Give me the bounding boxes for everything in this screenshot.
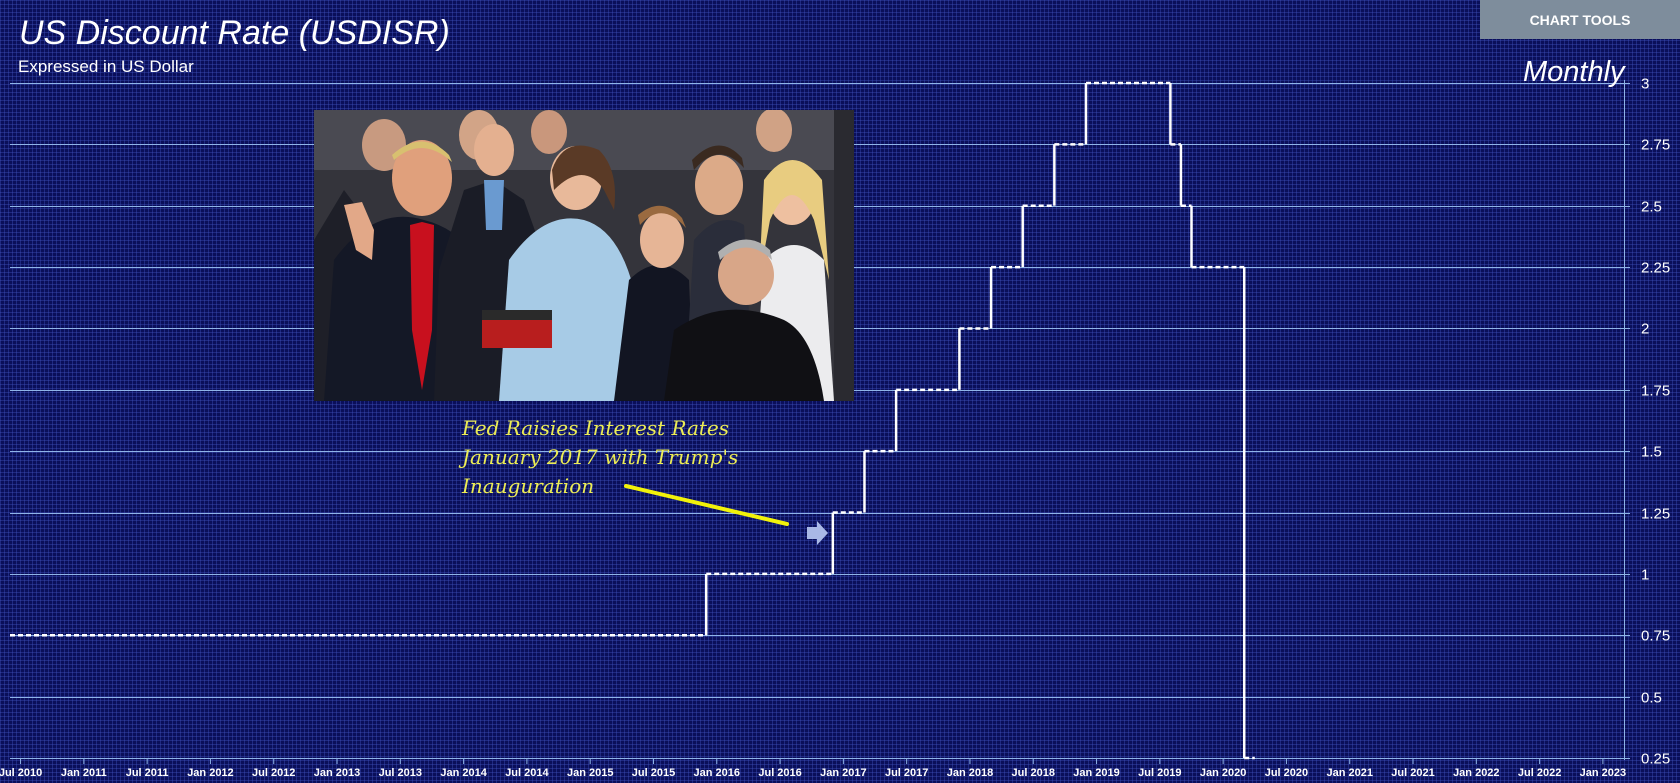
x-tick-label: Jul 2010 — [0, 767, 42, 779]
x-tick-label: Jan 2013 — [314, 767, 360, 779]
x-tick-label: Jul 2018 — [1012, 767, 1055, 779]
x-tick-label: Jul 2016 — [758, 767, 801, 779]
y-tick-label: 3 — [1641, 76, 1649, 93]
annotation-line-3: Inauguration — [462, 474, 595, 498]
chart-tools-button[interactable]: CHART TOOLS — [1480, 0, 1680, 39]
x-tick-label: Jan 2023 — [1580, 767, 1626, 779]
x-tick-label: Jul 2017 — [885, 767, 928, 779]
y-tick-label: 1.75 — [1641, 383, 1670, 400]
x-tick-label: Jan 2015 — [567, 767, 613, 779]
y-tick-label: 0.5 — [1641, 690, 1662, 707]
x-tick-label: Jan 2017 — [820, 767, 866, 779]
x-tick-label: Jul 2015 — [632, 767, 675, 779]
y-tick-label: 2.75 — [1641, 137, 1670, 154]
y-tick-label: 0.25 — [1641, 751, 1670, 768]
y-tick-label: 1 — [1641, 567, 1649, 584]
x-tick-label: Jul 2021 — [1391, 767, 1434, 779]
annotation-text: Fed Raisies Interest Rates January 2017 … — [462, 414, 782, 501]
x-tick-label: Jul 2013 — [379, 767, 422, 779]
y-tick-label: 2.25 — [1641, 260, 1670, 277]
x-tick-label: Jul 2012 — [252, 767, 295, 779]
x-tick-label: Jul 2014 — [505, 767, 549, 779]
x-tick-label: Jan 2020 — [1200, 767, 1246, 779]
y-tick-label: 2.5 — [1641, 199, 1662, 216]
y-axis-ticks: 0.25 0.5 0.75 1 1.25 1.5 1.75 2 2.25 2.5 2.75 3 — [1624, 76, 1670, 768]
x-tick-label: Jul 2011 — [126, 767, 169, 779]
x-tick-label: Jan 2018 — [947, 767, 993, 779]
x-tick-label: Jul 2019 — [1138, 767, 1181, 779]
chart-title: US Discount Rate (USDISR) — [19, 14, 450, 52]
x-tick-label: Jan 2016 — [694, 767, 740, 779]
y-tick-label: 1.25 — [1641, 506, 1670, 523]
annotation-line-1: Fed Raisies Interest Rates — [462, 416, 730, 440]
x-axis-ticks: Jul 2010 Jan 2011 Jul 2011 Jan 2012 Jul 2012… — [0, 758, 1626, 779]
inauguration-photo — [314, 110, 854, 401]
frequency-label: Monthly — [1523, 56, 1625, 88]
x-tick-label: Jul 2020 — [1265, 767, 1308, 779]
x-tick-label: Jan 2021 — [1326, 767, 1372, 779]
rate-series — [10, 81, 1255, 760]
chart-subtitle: Expressed in US Dollar — [18, 57, 194, 76]
x-tick-label: Jul 2022 — [1518, 767, 1561, 779]
annotation-line-2: January 2017 with Trump's — [462, 445, 739, 469]
x-tick-label: Jan 2011 — [61, 767, 107, 779]
x-tick-label: Jan 2022 — [1453, 767, 1499, 779]
x-tick-label: Jan 2012 — [187, 767, 233, 779]
right-arrow-icon[interactable] — [807, 521, 828, 545]
x-tick-label: Jan 2019 — [1073, 767, 1119, 779]
annotation-arrow-line — [624, 484, 789, 526]
y-tick-label: 0.75 — [1641, 628, 1670, 645]
x-tick-label: Jan 2014 — [440, 767, 487, 779]
y-tick-label: 2 — [1641, 321, 1649, 338]
y-tick-label: 1.5 — [1641, 444, 1662, 461]
